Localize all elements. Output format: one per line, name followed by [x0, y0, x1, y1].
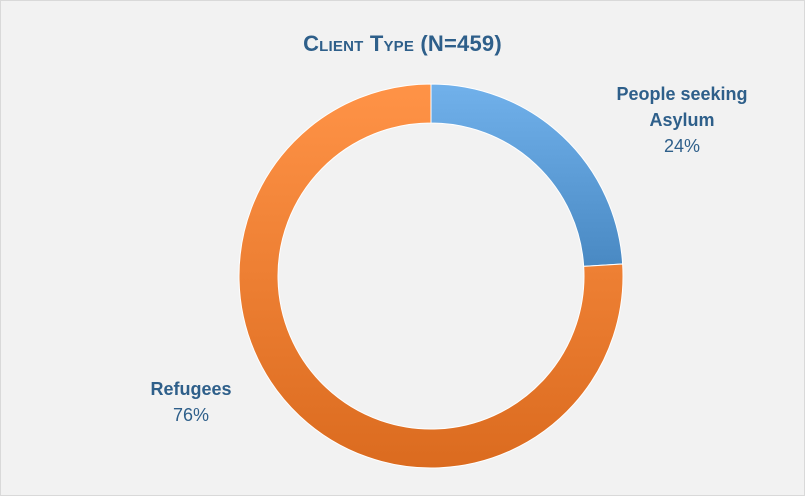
slice-percent-people-seeking-asylum: 24% [663, 136, 701, 156]
data-label-refugees: Refugees 76% [121, 376, 261, 428]
slice-name-refugees: Refugees [150, 379, 232, 399]
data-label-people-seeking-asylum: People seeking Asylum 24% [587, 81, 777, 159]
chart-title: Client Type (N=459) [303, 31, 502, 56]
slice-percent-refugees: 76% [172, 405, 210, 425]
slice-name-people-seeking-asylum: People seeking Asylum [616, 84, 748, 130]
donut-slice-refugees [238, 83, 624, 469]
